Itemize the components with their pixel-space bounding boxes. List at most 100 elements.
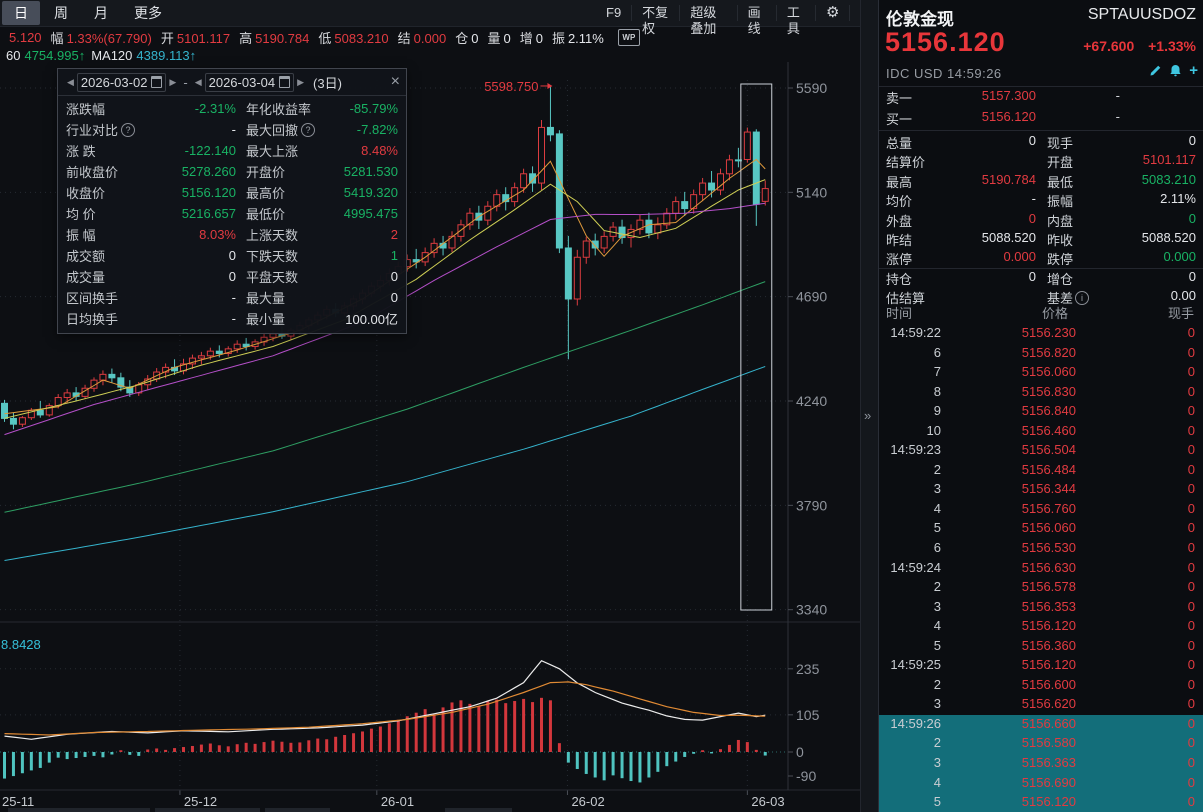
stats-row: 区间换手 - 最大量 0 xyxy=(66,287,398,308)
last-price: 5156.120 xyxy=(885,27,1006,57)
tab-period-更多[interactable]: 更多 xyxy=(134,5,162,21)
next-date-arrow[interactable]: ▶ xyxy=(297,76,305,87)
ma-line-MA120 xyxy=(4,366,766,561)
next-date-arrow[interactable]: ▶ xyxy=(169,76,177,87)
stat-value: -85.79% xyxy=(349,101,398,116)
change-percent: +1.33% xyxy=(1148,38,1196,54)
feed-info: IDC USD 14:59:26 xyxy=(886,66,1002,81)
quote-label: 跌停 xyxy=(1047,252,1074,268)
help-icon[interactable]: ? xyxy=(301,122,316,137)
trade-time: 14:59:24 xyxy=(890,559,941,575)
sub-tick-label: 235 xyxy=(796,661,820,677)
hist-bar xyxy=(611,752,615,776)
trade-price: 5156.504 xyxy=(1021,442,1076,458)
prev-date-arrow[interactable]: ◀ xyxy=(67,76,74,87)
trade-time: 4 xyxy=(933,774,941,790)
trade-price: 5156.230 xyxy=(1021,325,1076,340)
hist-bar xyxy=(56,752,60,758)
hist-bar xyxy=(683,752,687,757)
candle-body xyxy=(269,333,277,338)
hist-bar xyxy=(459,700,463,752)
trade-qty: 0 xyxy=(1187,422,1195,438)
control-不复权[interactable]: 不复权 xyxy=(631,5,679,36)
trade-qty: 0 xyxy=(1187,442,1195,458)
summary-value: 1.33%(67.790) xyxy=(66,31,152,46)
stat-value: 5216.657 xyxy=(181,206,236,221)
trade-time: 5 xyxy=(933,637,941,653)
tab-period-日[interactable]: 日 xyxy=(2,1,40,25)
quote-value: 2.11% xyxy=(1160,191,1196,207)
x-axis-label: 26-01 xyxy=(381,794,414,809)
candlestick-chart[interactable]: 5590 5140 4690 4240 3790 3340 235 105 0 -90 25-11 2… xyxy=(0,62,860,812)
alert-bell-icon[interactable] xyxy=(1169,64,1182,77)
trade-time: 6 xyxy=(933,540,941,556)
gear-icon[interactable]: ⚙ xyxy=(814,5,849,21)
trade-time: 3 xyxy=(933,598,941,614)
summary-label: 低 xyxy=(318,31,332,46)
control-画线[interactable]: 画线 xyxy=(736,5,776,36)
quote-row: 均价 - 振幅 2.11% xyxy=(879,191,1203,211)
trade-time: 5 xyxy=(933,520,941,536)
trade-row: 5 5156.120 0 xyxy=(879,793,1203,812)
trade-row: 6 5156.530 0 xyxy=(879,539,1203,559)
x-axis-label: 25-12 xyxy=(184,794,217,809)
help-icon[interactable]: ? xyxy=(121,122,136,137)
info-icon[interactable]: i xyxy=(1075,290,1090,305)
instrument-name: 伦敦金现 xyxy=(886,10,954,29)
calendar-icon[interactable] xyxy=(151,76,163,88)
tab-period-月[interactable]: 月 xyxy=(94,5,108,21)
stat-value: 1 xyxy=(390,248,398,263)
summary-幅: 幅 1.33%(67.790) xyxy=(51,28,152,47)
trade-qty: 0 xyxy=(1187,579,1195,595)
trade-time: 3 xyxy=(933,755,941,771)
trade-qty: 0 xyxy=(1187,481,1195,497)
range-selection-rect[interactable] xyxy=(740,83,773,611)
trade-qty: 0 xyxy=(1187,325,1195,340)
control-超级叠加[interactable]: 超级叠加 xyxy=(679,5,736,36)
calendar-icon[interactable] xyxy=(279,76,291,88)
summary-value: 5083.210 xyxy=(334,31,389,46)
panel-divider[interactable]: » xyxy=(860,0,879,812)
stat-value: 2 xyxy=(390,227,398,242)
stat-label: 行业对比? xyxy=(66,120,158,139)
stat-value: 8.03% xyxy=(199,227,236,242)
hist-bar xyxy=(727,744,731,752)
trade-price: 5156.120 xyxy=(1021,618,1076,634)
trade-time: 14:59:25 xyxy=(890,657,941,673)
edit-icon[interactable] xyxy=(1149,64,1162,77)
hist-bar xyxy=(3,752,6,779)
summary-price: 5.120 xyxy=(9,30,42,45)
trade-qty: 0 xyxy=(1187,794,1195,810)
trades-header: 时间 价格 现手 xyxy=(879,303,1203,322)
trade-time: 5 xyxy=(933,794,941,810)
trade-time: 9 xyxy=(933,403,941,419)
stat-value: 5281.530 xyxy=(343,164,398,179)
quote-label: 昨收 xyxy=(1047,233,1074,248)
trade-row: 14:59:23 5156.504 0 xyxy=(879,441,1203,461)
wp-window-icon[interactable]: WP xyxy=(617,29,640,46)
divider-line xyxy=(879,130,1203,131)
end-date-picker[interactable]: 2026-03-04 xyxy=(204,72,295,92)
stat-label: 最大回撤? xyxy=(246,120,342,139)
start-date-picker[interactable]: 2026-03-02 xyxy=(76,72,167,92)
close-icon[interactable]: × xyxy=(390,73,400,90)
hist-bar xyxy=(11,752,15,777)
time-and-sales-list[interactable]: 14:59:22 5156.230 0 6 5156.820 0 7 5156.060 0 8 51… xyxy=(879,324,1203,812)
hist-bar xyxy=(638,752,642,783)
bottom-strip-segment xyxy=(265,808,330,812)
candle-body xyxy=(663,212,671,226)
stat-label: 最高价 xyxy=(246,186,286,201)
add-icon[interactable]: + xyxy=(1189,62,1198,79)
tab-period-周[interactable]: 周 xyxy=(54,5,68,21)
hist-bar xyxy=(83,752,87,757)
stats-row: 均 价 5216.657 最低价 4995.475 xyxy=(66,203,398,224)
hist-bar xyxy=(271,740,275,752)
prev-date-arrow[interactable]: ◀ xyxy=(194,76,202,87)
control-工具[interactable]: 工具 xyxy=(775,5,815,36)
quote-row: 总量 0 现手 0 xyxy=(879,133,1203,153)
hist-bar xyxy=(29,752,33,771)
collapse-panel-icon[interactable]: » xyxy=(864,408,872,423)
hist-bar xyxy=(414,712,418,752)
control-F9[interactable]: F9 xyxy=(606,5,622,20)
